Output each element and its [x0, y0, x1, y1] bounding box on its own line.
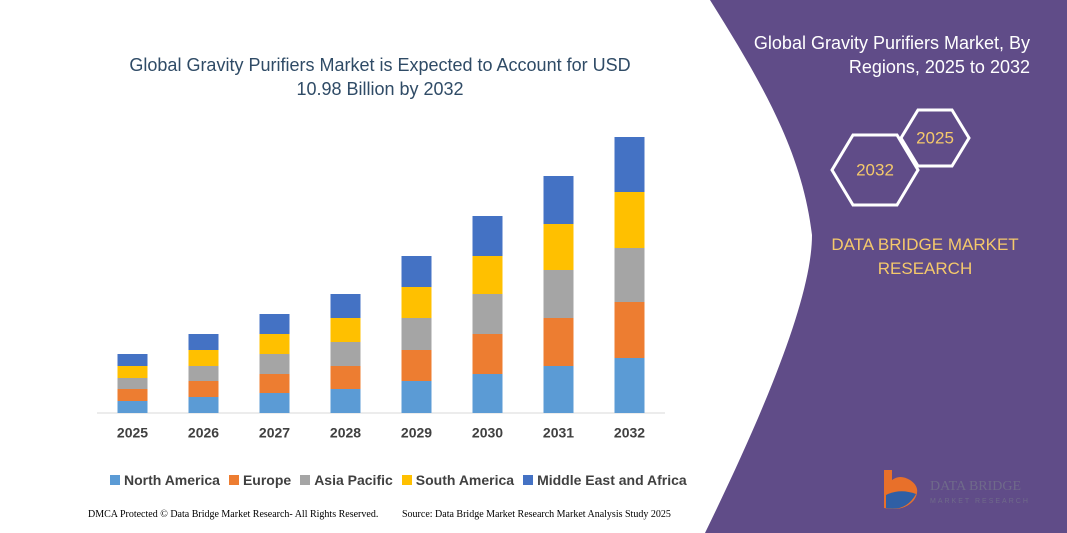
bar-segment — [472, 216, 503, 256]
logo: DATA BRIDGE MARKET RESEARCH — [884, 470, 1030, 509]
bar-segment — [188, 397, 219, 413]
bar-segment — [543, 270, 574, 318]
bar-segment — [188, 350, 219, 366]
legend-label: Europe — [242, 472, 292, 488]
bar-segment — [401, 318, 432, 350]
bar-segment — [614, 248, 645, 302]
legend-swatch — [228, 475, 239, 485]
bar-segment — [330, 366, 361, 389]
bar-segment — [188, 381, 219, 397]
legend-label: Middle East and Africa — [537, 472, 687, 488]
hex-label: 2032 — [856, 160, 894, 179]
bar-segment — [472, 294, 503, 334]
footer-left: DMCA Protected © Data Bridge Market Rese… — [88, 509, 379, 520]
x-tick-label: 2026 — [188, 425, 219, 441]
bar-segment — [472, 374, 503, 413]
legend-label: South America — [415, 472, 515, 488]
legend-swatch — [523, 475, 534, 485]
bar-segment — [259, 314, 290, 334]
x-tick-label: 2032 — [614, 425, 645, 441]
hexagon — [830, 133, 920, 207]
panel-title: Global Gravity Purifiers Market, By Regi… — [753, 33, 1030, 77]
bar-segment — [117, 389, 148, 401]
x-tick-label: 2030 — [472, 425, 503, 441]
bar-segment — [330, 294, 361, 318]
bar-segment — [472, 256, 503, 294]
bar-segment — [614, 192, 645, 248]
bar-segment — [259, 354, 290, 374]
x-tick-label: 2028 — [330, 425, 361, 441]
hexagon — [899, 108, 971, 168]
bar-segment — [614, 358, 645, 413]
bar-segment — [472, 334, 503, 374]
bar-segment — [401, 381, 432, 413]
bar-segment — [543, 366, 574, 413]
bar-segment — [401, 350, 432, 381]
legend-swatch — [110, 475, 120, 485]
bar-segment — [188, 334, 219, 350]
logo-tagline: MARKET RESEARCH — [930, 498, 1030, 505]
bar-segment — [543, 224, 574, 270]
legend-swatch — [300, 475, 311, 485]
legend-item: North America — [110, 472, 220, 488]
bar-segment — [614, 137, 645, 192]
bar-segment — [330, 389, 361, 413]
legend: North America Europe Asia Pacific South Ame… — [110, 472, 687, 488]
x-tick-label: 2025 — [117, 425, 148, 441]
bar-segment — [259, 393, 290, 413]
bar-segment — [330, 318, 361, 342]
bar-segment — [543, 176, 574, 224]
bar-segment — [188, 366, 219, 381]
bar-segment — [401, 287, 432, 318]
legend-label: North America — [124, 472, 220, 488]
chart-title: Global Gravity Purifiers Market is Expec… — [129, 55, 631, 99]
bar-segment — [117, 401, 148, 413]
bar-segment — [401, 256, 432, 287]
logo-name: DATA BRIDGE — [930, 479, 1021, 494]
bar-segment — [614, 302, 645, 358]
x-tick-label: 2027 — [259, 425, 290, 441]
side-panel — [705, 0, 1067, 533]
bar-segment — [543, 318, 574, 366]
bar-segment — [117, 366, 148, 378]
hex-label: 2025 — [916, 128, 954, 147]
bar-segment — [330, 342, 361, 366]
bar-segment — [259, 374, 290, 393]
bar-segment — [117, 354, 148, 366]
bar-segment — [117, 378, 148, 389]
brand: DATA BRIDGE MARKET RESEARCH — [831, 235, 1019, 278]
legend-label: Asia Pacific — [314, 472, 393, 488]
legend-swatch — [401, 475, 412, 485]
footer-right: Source: Data Bridge Market Research Mark… — [402, 509, 671, 520]
x-tick-label: 2031 — [543, 425, 574, 441]
x-tick-label: 2029 — [401, 425, 432, 441]
legend-item: Europe — [228, 472, 292, 488]
legend-item: Asia Pacific — [300, 472, 393, 488]
legend-item: South America — [401, 472, 515, 488]
legend-item: Middle East and Africa — [523, 472, 687, 488]
bar-segment — [259, 334, 290, 354]
